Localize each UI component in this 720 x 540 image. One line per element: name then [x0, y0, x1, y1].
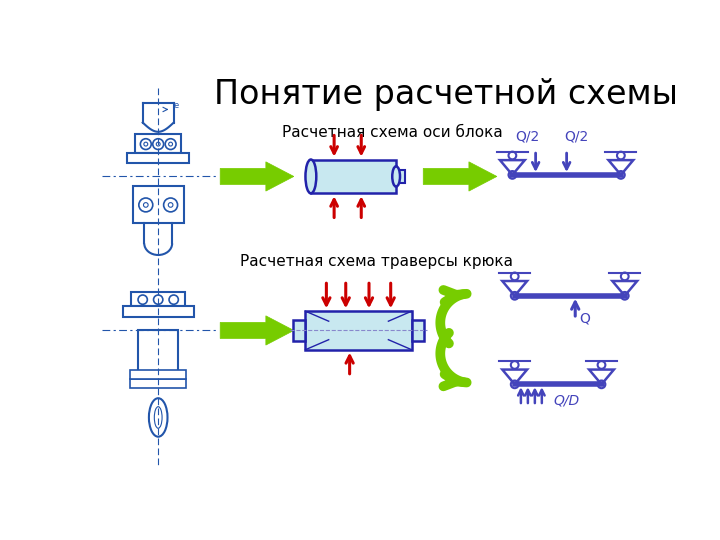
- Bar: [130, 370, 186, 379]
- Text: Q/2: Q/2: [564, 129, 589, 143]
- Bar: [135, 134, 181, 153]
- Text: Понятие расчетной схемы: Понятие расчетной схемы: [215, 78, 678, 111]
- Polygon shape: [423, 162, 497, 191]
- Bar: [293, 320, 305, 341]
- Text: Q/D: Q/D: [554, 393, 580, 407]
- Ellipse shape: [149, 398, 168, 437]
- Polygon shape: [220, 162, 294, 191]
- Polygon shape: [220, 316, 294, 345]
- Ellipse shape: [305, 159, 316, 193]
- Bar: [132, 186, 184, 222]
- Bar: [127, 153, 189, 164]
- Text: Расчетная схема траверсы крюка: Расчетная схема траверсы крюка: [240, 254, 513, 268]
- Bar: [311, 159, 396, 193]
- Bar: [122, 306, 194, 316]
- Bar: [305, 311, 412, 350]
- Bar: [138, 330, 179, 384]
- Ellipse shape: [154, 407, 162, 428]
- Text: Расчетная схема оси блока: Расчетная схема оси блока: [282, 125, 503, 140]
- Bar: [412, 320, 424, 341]
- Ellipse shape: [392, 166, 400, 187]
- Bar: [130, 379, 186, 388]
- Text: e: e: [174, 101, 179, 110]
- Bar: [131, 292, 185, 306]
- Text: Q: Q: [579, 312, 590, 326]
- Text: Q/2: Q/2: [515, 129, 539, 143]
- Bar: [396, 170, 405, 183]
